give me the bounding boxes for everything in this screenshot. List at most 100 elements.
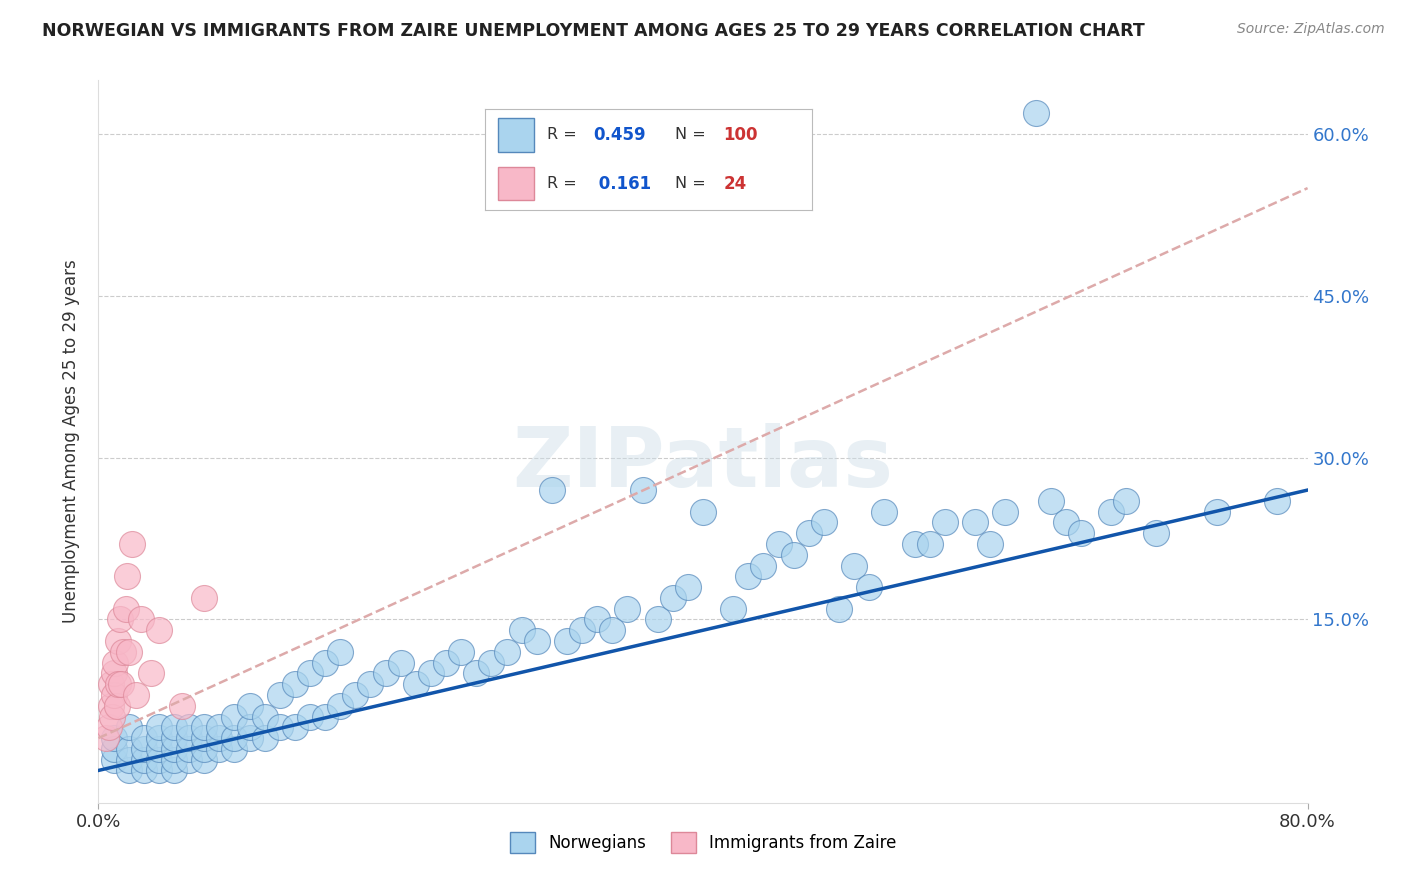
Point — [132, 731, 155, 745]
Point — [148, 753, 170, 767]
Point — [104, 656, 127, 670]
Point — [114, 601, 136, 615]
Point — [111, 645, 134, 659]
Point — [103, 731, 125, 745]
Point — [631, 483, 654, 497]
Point — [118, 742, 141, 756]
Point — [540, 483, 562, 497]
Point — [103, 753, 125, 767]
Point — [163, 731, 186, 745]
Point — [103, 666, 125, 681]
Point — [129, 612, 152, 626]
Point — [858, 580, 880, 594]
Point — [269, 720, 291, 734]
Point — [510, 624, 533, 638]
Point — [179, 753, 201, 767]
Point — [1115, 493, 1137, 508]
Point — [98, 720, 121, 734]
Point — [224, 709, 246, 723]
Point — [118, 753, 141, 767]
Point — [1070, 526, 1092, 541]
Point — [208, 731, 231, 745]
Point — [107, 677, 129, 691]
Point — [118, 720, 141, 734]
Point — [661, 591, 683, 605]
Point — [224, 731, 246, 745]
Point — [844, 558, 866, 573]
Point — [420, 666, 443, 681]
Point — [465, 666, 488, 681]
Point — [141, 666, 163, 681]
Point — [299, 709, 322, 723]
Point — [239, 720, 262, 734]
Point — [132, 742, 155, 756]
Point — [125, 688, 148, 702]
Point — [616, 601, 638, 615]
Point — [571, 624, 593, 638]
Point — [647, 612, 669, 626]
Point — [115, 569, 138, 583]
Point — [132, 753, 155, 767]
Point — [360, 677, 382, 691]
Point — [797, 526, 820, 541]
Point — [813, 516, 835, 530]
Point — [103, 742, 125, 756]
Point — [979, 537, 1001, 551]
Point — [314, 656, 336, 670]
Text: ZIPatlas: ZIPatlas — [513, 423, 893, 504]
Point — [1039, 493, 1062, 508]
Legend: Norwegians, Immigrants from Zaire: Norwegians, Immigrants from Zaire — [503, 826, 903, 860]
Point — [994, 505, 1017, 519]
Point — [163, 764, 186, 778]
Point — [110, 677, 132, 691]
Point — [873, 505, 896, 519]
Point — [170, 698, 193, 713]
Text: NORWEGIAN VS IMMIGRANTS FROM ZAIRE UNEMPLOYMENT AMONG AGES 25 TO 29 YEARS CORREL: NORWEGIAN VS IMMIGRANTS FROM ZAIRE UNEMP… — [42, 22, 1144, 40]
Point — [783, 548, 806, 562]
Point — [103, 688, 125, 702]
Point — [284, 720, 307, 734]
Point — [1099, 505, 1122, 519]
Point — [752, 558, 775, 573]
Point — [239, 731, 262, 745]
Point — [118, 764, 141, 778]
Point — [94, 731, 117, 745]
Point — [965, 516, 987, 530]
Point — [269, 688, 291, 702]
Point — [118, 645, 141, 659]
Point — [101, 709, 124, 723]
Point — [193, 591, 215, 605]
Point — [329, 698, 352, 713]
Point — [692, 505, 714, 519]
Point — [179, 720, 201, 734]
Point — [1144, 526, 1167, 541]
Point — [163, 753, 186, 767]
Point — [737, 569, 759, 583]
Point — [314, 709, 336, 723]
Point — [918, 537, 941, 551]
Point — [904, 537, 927, 551]
Point — [224, 742, 246, 756]
Point — [676, 580, 699, 594]
Point — [723, 601, 745, 615]
Point — [344, 688, 367, 702]
Point — [163, 720, 186, 734]
Point — [100, 677, 122, 691]
Point — [253, 709, 276, 723]
Point — [450, 645, 472, 659]
Point — [1054, 516, 1077, 530]
Point — [481, 656, 503, 670]
Point — [193, 753, 215, 767]
Point — [148, 720, 170, 734]
Point — [121, 537, 143, 551]
Point — [179, 742, 201, 756]
Point — [768, 537, 790, 551]
Point — [555, 634, 578, 648]
Point — [253, 731, 276, 745]
Point — [1024, 105, 1046, 120]
Point — [193, 720, 215, 734]
Point — [148, 731, 170, 745]
Point — [132, 764, 155, 778]
Point — [526, 634, 548, 648]
Y-axis label: Unemployment Among Ages 25 to 29 years: Unemployment Among Ages 25 to 29 years — [62, 260, 80, 624]
